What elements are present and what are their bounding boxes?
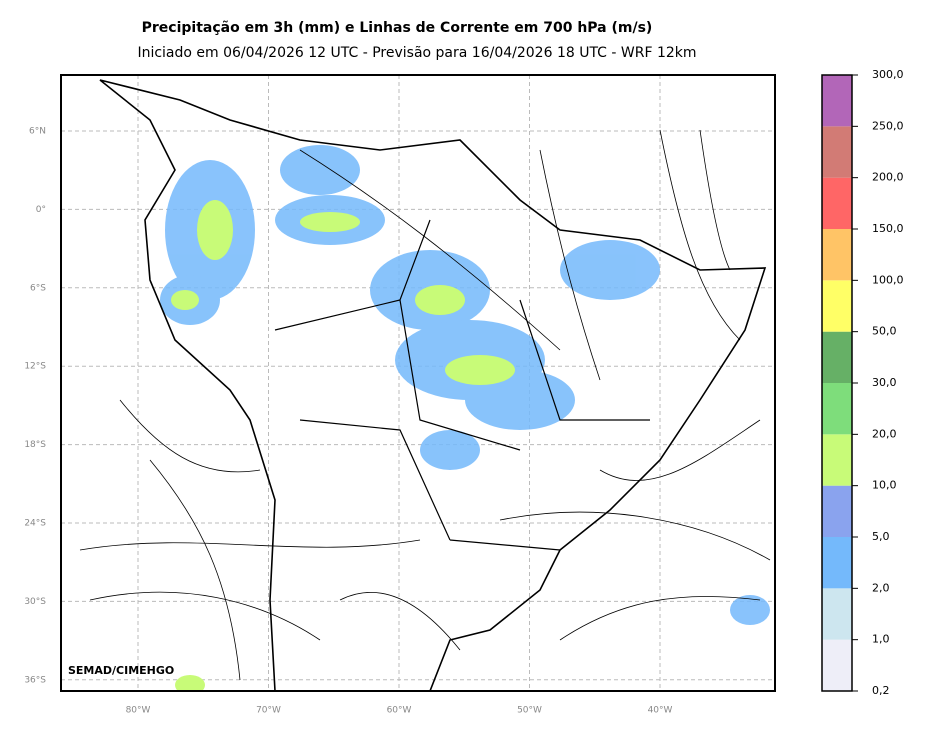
colorbar-label: 250,0 xyxy=(872,119,904,132)
lat-label: 36°S xyxy=(24,675,46,685)
colorbar-segment xyxy=(822,434,852,486)
lat-label: 6°N xyxy=(29,127,46,137)
map-frame xyxy=(60,74,776,692)
colorbar-segment xyxy=(822,639,852,691)
lat-label: 24°S xyxy=(24,519,46,529)
colorbar-segment xyxy=(822,75,852,127)
lat-label: 12°S xyxy=(24,362,46,372)
lon-label: 50°W xyxy=(517,706,542,716)
colorbar-segment xyxy=(822,588,852,640)
colorbar-segment xyxy=(822,126,852,178)
colorbar-segment xyxy=(822,383,852,435)
colorbar-label: 150,0 xyxy=(872,222,904,235)
colorbar-label: 10,0 xyxy=(872,479,897,492)
colorbar-label: 30,0 xyxy=(872,376,897,389)
colorbar-label: 0,2 xyxy=(872,684,890,697)
lon-label: 80°W xyxy=(126,706,151,716)
borders xyxy=(274,219,650,551)
title: Precipitação em 3h (mm) e Linhas de Corr… xyxy=(142,20,653,36)
streamlines xyxy=(79,129,771,681)
colorbar-segment xyxy=(822,280,852,332)
colorbar-segment xyxy=(822,331,852,383)
colorbar-label: 1,0 xyxy=(872,633,890,646)
colorbar-segment xyxy=(822,537,852,589)
lat-label: 0° xyxy=(36,205,46,215)
colorbar-label: 300,0 xyxy=(872,68,904,81)
credit: SEMAD/CIMEHGO xyxy=(68,664,174,677)
colorbar-frame xyxy=(821,74,853,692)
map: SEMAD/CIMEHGO xyxy=(61,75,775,691)
lat-label: 30°S xyxy=(24,597,46,607)
precip-heavy xyxy=(171,200,515,691)
colorbar-label: 20,0 xyxy=(872,427,897,440)
subtitle: Iniciado em 06/04/2026 12 UTC - Previsão… xyxy=(137,45,696,61)
colorbar: 0,2 1,0 2,0 5,0 10,0 20,0 30,0 50,0 100,0 150,0 20… xyxy=(822,68,904,697)
colorbar-label: 100,0 xyxy=(872,273,904,286)
lat-label: 6°S xyxy=(30,283,46,293)
colorbar-label: 50,0 xyxy=(872,325,897,338)
colorbar-label: 2,0 xyxy=(872,581,890,594)
lon-label: 60°W xyxy=(387,706,412,716)
colorbar-label: 5,0 xyxy=(872,530,890,543)
lon-label: 40°W xyxy=(648,706,673,716)
colorbar-label: 200,0 xyxy=(872,171,904,184)
colorbar-segment xyxy=(822,177,852,229)
colorbar-segment xyxy=(822,485,852,537)
lon-label: 70°W xyxy=(256,706,281,716)
lat-label: 18°S xyxy=(24,440,46,450)
colorbar-segment xyxy=(822,229,852,281)
